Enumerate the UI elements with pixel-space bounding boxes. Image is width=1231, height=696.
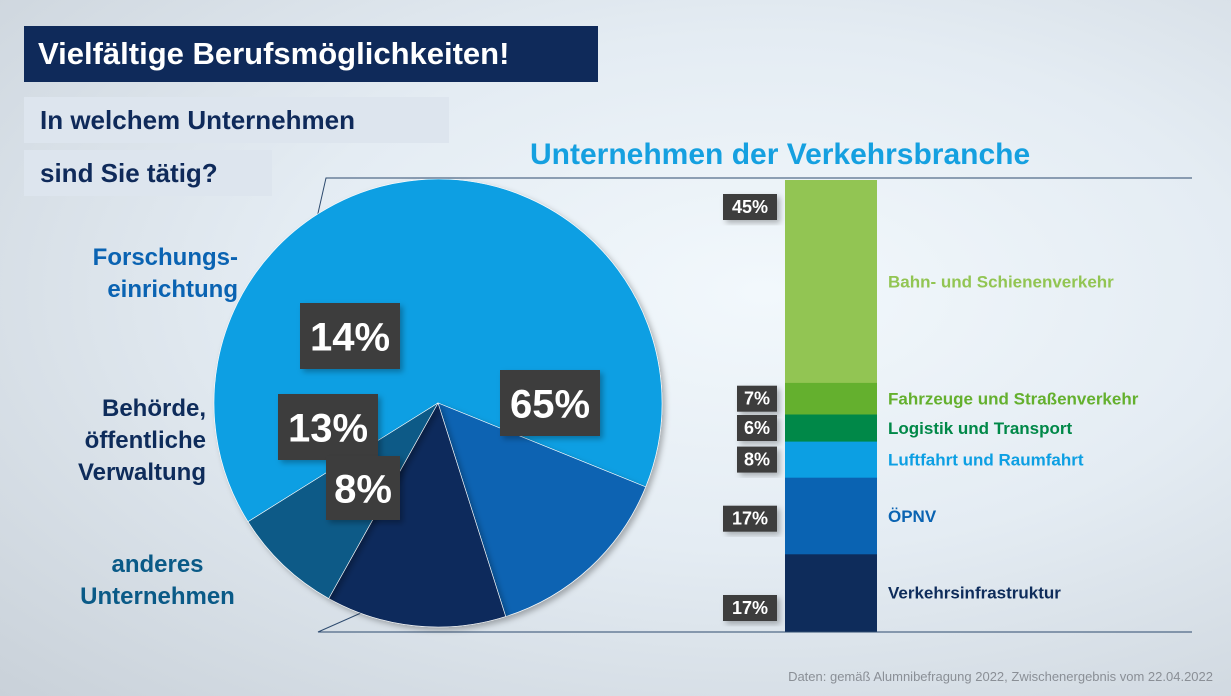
pie-slice-behoerde [328, 402, 507, 628]
bar-value-box-oepnv [723, 505, 777, 532]
pie-value-label-behoerde: 13% [288, 406, 368, 450]
bar-segment-infrastruktur [785, 554, 877, 632]
bar-value-box-infrastruktur [723, 595, 777, 621]
bar-segment-label-infrastruktur: Verkehrsinfrastruktur [888, 584, 1061, 603]
bar-segment-bahn [785, 180, 877, 384]
pie-value-box-anderes [326, 456, 400, 520]
page-title: Vielfältige Berufsmöglichkeiten! [24, 26, 598, 82]
pie-label-behoerde: Behörde, öffentliche Verwaltung [77, 395, 206, 486]
question-line-1: In welchem Unternehmen [24, 97, 449, 143]
bar-value-label-bahn: 45% [732, 197, 768, 217]
pie-slice-forschung [437, 402, 647, 617]
pie-value-box-behoerde [278, 394, 378, 460]
bar-value-label-infrastruktur: 17% [732, 598, 768, 618]
pie-value-label-anderes: 8% [334, 467, 392, 511]
bar-value-box-luftfahrt [737, 446, 777, 473]
pie-value-labels: 65% 14% 13% 8% [278, 303, 600, 520]
pie-label-forschung: Forschungs- einrichtung [92, 244, 238, 303]
bar-segment-label-fahrzeuge: Fahrzeuge und Straßenverkehr [888, 390, 1139, 409]
bar-segment-label-oepnv: ÖPNV [888, 507, 937, 526]
footnote: Daten: gemäß Alumnibefragung 2022, Zwisc… [788, 669, 1213, 684]
bar-segment-logistik [785, 414, 877, 443]
bar-segment-luftfahrt [785, 441, 877, 479]
bar-value-label-luftfahrt: 8% [744, 450, 770, 470]
bar-value-labels: 45% 7% 6% 8% 17% 17% [723, 194, 777, 621]
bar-value-label-oepnv: 17% [732, 509, 768, 529]
bar-value-label-fahrzeuge: 7% [744, 389, 770, 409]
bar-segment-label-luftfahrt: Luftfahrt und Raumfahrt [888, 451, 1084, 470]
bar-segment-label-logistik: Logistik und Transport [888, 419, 1073, 438]
question-line-2: sind Sie tätig? [24, 150, 272, 196]
bar-value-box-bahn [723, 194, 777, 220]
bar-chart-title: Unternehmen der Verkehrsbranche [530, 138, 1031, 171]
pie-value-label-verkehrsbranche: 65% [510, 382, 590, 426]
stacked-bar [785, 180, 877, 632]
bar-value-box-logistik [737, 415, 777, 441]
bar-segment-label-bahn: Bahn- und Schienenverkehr [888, 273, 1114, 292]
pie-label-anderes: anderes Unternehmen [80, 551, 235, 610]
pie-value-label-forschung: 14% [310, 315, 390, 359]
bar-segment-fahrzeuge [785, 382, 877, 415]
bar-value-label-logistik: 6% [744, 418, 770, 438]
bar-value-box-fahrzeuge [737, 385, 777, 412]
pie-value-box-forschung [300, 303, 400, 369]
bar-segment-oepnv [785, 477, 877, 555]
pie-value-box-verkehrsbranche [500, 370, 600, 436]
bar-segment-labels: Bahn- und Schienenverkehr Fahrzeuge und S… [888, 273, 1139, 603]
